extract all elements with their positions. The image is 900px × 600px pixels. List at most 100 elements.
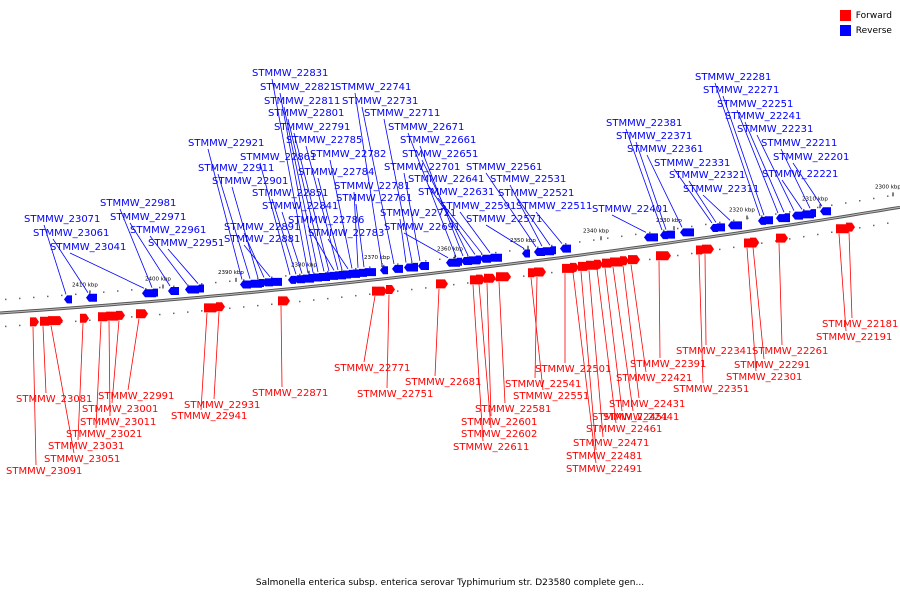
reverse-gene-arrow[interactable] bbox=[664, 230, 675, 239]
forward-gene-label[interactable]: STMMW_22551 bbox=[513, 391, 589, 402]
reverse-gene-arrow[interactable] bbox=[644, 233, 658, 242]
reverse-gene-label[interactable]: STMMW_22701 bbox=[384, 162, 460, 173]
reverse-gene-label[interactable]: STMMW_22821 bbox=[260, 82, 336, 93]
reverse-gene-arrow[interactable] bbox=[418, 261, 429, 270]
reverse-gene-label[interactable]: STMMW_22331 bbox=[654, 158, 730, 169]
forward-gene-arrow[interactable] bbox=[476, 274, 485, 284]
reverse-gene-label[interactable]: STMMW_22951 bbox=[148, 238, 224, 249]
reverse-gene-arrow[interactable] bbox=[454, 257, 462, 266]
forward-gene-arrow[interactable] bbox=[80, 313, 89, 323]
forward-gene-arrow[interactable] bbox=[620, 256, 629, 266]
forward-gene-label[interactable]: STMMW_22341 bbox=[676, 346, 752, 357]
forward-gene-label[interactable]: STMMW_23021 bbox=[66, 429, 142, 440]
reverse-gene-label[interactable]: STMMW_22361 bbox=[627, 144, 703, 155]
reverse-gene-label[interactable]: STMMW_22783 bbox=[308, 228, 384, 239]
forward-gene-label[interactable]: STMMW_22291 bbox=[734, 360, 810, 371]
forward-gene-label[interactable]: STMMW_22421 bbox=[616, 373, 692, 384]
reverse-gene-label[interactable]: STMMW_22731 bbox=[342, 96, 418, 107]
reverse-gene-arrow[interactable] bbox=[392, 264, 403, 273]
reverse-gene-label[interactable]: STMMW_22841 bbox=[262, 201, 338, 212]
reverse-gene-label[interactable]: STMMW_22741 bbox=[335, 82, 411, 93]
reverse-gene-arrow[interactable] bbox=[473, 255, 481, 264]
forward-gene-arrow[interactable] bbox=[846, 222, 855, 232]
forward-gene-arrow[interactable] bbox=[204, 303, 219, 313]
forward-gene-label[interactable]: STMMW_22441 bbox=[603, 412, 679, 423]
reverse-gene-label[interactable]: STMMW_22221 bbox=[762, 169, 838, 180]
reverse-gene-arrow[interactable] bbox=[240, 280, 251, 289]
forward-gene-arrow[interactable] bbox=[570, 262, 579, 272]
reverse-gene-label[interactable]: STMMW_23071 bbox=[24, 214, 100, 225]
reverse-gene-label[interactable]: STMMW_22791 bbox=[274, 122, 350, 133]
forward-gene-label[interactable]: STMMW_22541 bbox=[505, 379, 581, 390]
forward-gene-label[interactable]: STMMW_22461 bbox=[586, 424, 662, 435]
reverse-gene-label[interactable]: STMMW_22891 bbox=[224, 222, 300, 233]
reverse-gene-arrow[interactable] bbox=[488, 253, 502, 262]
reverse-gene-arrow[interactable] bbox=[350, 269, 358, 278]
reverse-gene-label[interactable]: STMMW_22321 bbox=[669, 170, 745, 181]
reverse-gene-arrow[interactable] bbox=[380, 266, 388, 275]
reverse-gene-label[interactable]: STMMW_22811 bbox=[264, 96, 340, 107]
reverse-gene-label[interactable]: STMMW_22531 bbox=[490, 174, 566, 185]
forward-gene-arrow[interactable] bbox=[534, 267, 546, 277]
forward-gene-label[interactable]: STMMW_22301 bbox=[726, 372, 802, 383]
reverse-gene-label[interactable]: STMMW_22921 bbox=[188, 138, 264, 149]
reverse-gene-label[interactable]: STMMW_22591 bbox=[440, 201, 516, 212]
forward-gene-label[interactable]: STMMW_22611 bbox=[453, 442, 529, 453]
reverse-gene-label[interactable]: STMMW_22721 bbox=[380, 208, 456, 219]
reverse-gene-arrow[interactable] bbox=[480, 254, 491, 263]
forward-gene-label[interactable]: STMMW_22771 bbox=[334, 363, 410, 374]
forward-gene-arrow[interactable] bbox=[372, 286, 387, 296]
reverse-gene-label[interactable]: STMMW_22561 bbox=[466, 162, 542, 173]
reverse-gene-arrow[interactable] bbox=[410, 262, 418, 271]
reverse-gene-label[interactable]: STMMW_22381 bbox=[606, 118, 682, 129]
reverse-gene-label[interactable]: STMMW_23061 bbox=[33, 228, 109, 239]
reverse-gene-label[interactable]: STMMW_22671 bbox=[388, 122, 464, 133]
forward-gene-label[interactable]: STMMW_22931 bbox=[184, 400, 260, 411]
reverse-gene-label[interactable]: STMMW_22782 bbox=[310, 149, 386, 160]
reverse-gene-label[interactable]: STMMW_22981 bbox=[100, 198, 176, 209]
forward-gene-label[interactable]: STMMW_22602 bbox=[461, 429, 537, 440]
forward-gene-arrow[interactable] bbox=[386, 285, 395, 295]
forward-gene-label[interactable]: STMMW_22471 bbox=[573, 438, 649, 449]
reverse-gene-arrow[interactable] bbox=[64, 295, 72, 304]
reverse-gene-arrow[interactable] bbox=[185, 285, 199, 294]
forward-gene-label[interactable]: STMMW_22181 bbox=[822, 319, 898, 330]
reverse-gene-arrow[interactable] bbox=[792, 211, 803, 220]
reverse-gene-arrow[interactable] bbox=[728, 221, 742, 230]
reverse-gene-label[interactable]: STMMW_22901 bbox=[212, 176, 288, 187]
forward-gene-label[interactable]: STMMW_22681 bbox=[405, 377, 481, 388]
reverse-gene-label[interactable]: STMMW_22911 bbox=[198, 163, 274, 174]
reverse-gene-label[interactable]: STMMW_22661 bbox=[400, 135, 476, 146]
forward-gene-label[interactable]: STMMW_22451 bbox=[592, 412, 668, 423]
reverse-gene-label[interactable]: STMMW_22881 bbox=[224, 234, 300, 245]
forward-gene-label[interactable]: STMMW_22481 bbox=[566, 451, 642, 462]
forward-gene-label[interactable]: STMMW_23011 bbox=[80, 417, 156, 428]
forward-gene-arrow[interactable] bbox=[484, 273, 496, 283]
reverse-gene-label[interactable]: STMMW_23041 bbox=[50, 242, 126, 253]
reverse-gene-label[interactable]: STMMW_22711 bbox=[364, 108, 440, 119]
reverse-gene-label[interactable]: STMMW_22241 bbox=[725, 111, 801, 122]
reverse-gene-label[interactable]: STMMW_22651 bbox=[402, 149, 478, 160]
forward-gene-arrow[interactable] bbox=[656, 251, 671, 261]
reverse-gene-arrow[interactable] bbox=[762, 216, 773, 225]
reverse-gene-label[interactable]: STMMW_22761 bbox=[336, 193, 412, 204]
reverse-gene-label[interactable]: STMMW_22631 bbox=[418, 187, 494, 198]
reverse-gene-arrow[interactable] bbox=[362, 268, 376, 277]
reverse-gene-label[interactable]: STMMW_22311 bbox=[683, 184, 759, 195]
reverse-gene-label[interactable]: STMMW_22801 bbox=[268, 108, 344, 119]
forward-gene-label[interactable]: STMMW_23051 bbox=[44, 454, 120, 465]
reverse-gene-arrow[interactable] bbox=[196, 284, 204, 293]
reverse-gene-label[interactable]: STMMW_22691 bbox=[384, 222, 460, 233]
forward-gene-label[interactable]: STMMW_22991 bbox=[98, 391, 174, 402]
reverse-gene-label[interactable]: STMMW_22784 bbox=[298, 167, 374, 178]
forward-gene-arrow[interactable] bbox=[116, 310, 125, 320]
forward-gene-label[interactable]: STMMW_22391 bbox=[630, 359, 706, 370]
forward-gene-arrow[interactable] bbox=[136, 309, 148, 319]
forward-gene-label[interactable]: STMMW_22581 bbox=[475, 404, 551, 415]
forward-gene-label[interactable]: STMMW_22941 bbox=[171, 411, 247, 422]
reverse-gene-arrow[interactable] bbox=[256, 278, 264, 287]
forward-gene-label[interactable]: STMMW_22261 bbox=[752, 346, 828, 357]
reverse-gene-label[interactable]: STMMW_22521 bbox=[498, 188, 574, 199]
reverse-gene-label[interactable]: STMMW_22861 bbox=[240, 152, 316, 163]
